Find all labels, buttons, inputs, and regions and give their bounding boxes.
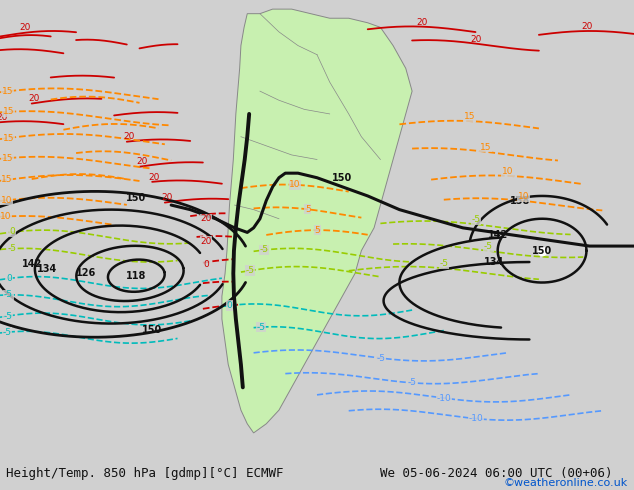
Text: -5: -5	[3, 328, 11, 337]
Text: 20: 20	[416, 18, 427, 26]
Text: -5: -5	[471, 215, 481, 224]
Text: 150: 150	[126, 193, 146, 203]
Text: 20: 20	[200, 237, 212, 246]
Text: 0: 0	[6, 274, 12, 283]
Text: 5: 5	[314, 225, 320, 235]
Text: 20: 20	[136, 157, 147, 166]
Text: -5: -5	[484, 242, 493, 251]
Text: 20: 20	[29, 94, 40, 103]
Polygon shape	[222, 9, 412, 433]
Text: 15: 15	[3, 133, 14, 143]
Text: -5: -5	[257, 322, 266, 332]
Text: 20: 20	[200, 214, 212, 223]
Text: 15: 15	[2, 87, 14, 96]
Text: ©weatheronline.co.uk: ©weatheronline.co.uk	[503, 478, 628, 488]
Text: 5: 5	[305, 205, 311, 214]
Text: -5: -5	[4, 291, 13, 299]
Text: 10: 10	[501, 167, 513, 176]
Text: 142: 142	[22, 259, 42, 270]
Text: -5: -5	[3, 312, 12, 320]
Text: 142: 142	[488, 230, 508, 240]
Text: 118: 118	[126, 270, 146, 281]
Text: 126: 126	[75, 269, 96, 278]
Text: 15: 15	[2, 154, 13, 163]
Text: -5: -5	[8, 244, 16, 253]
Text: -5: -5	[377, 354, 385, 363]
Text: -5: -5	[246, 266, 255, 275]
Text: 10: 10	[1, 196, 12, 205]
Text: 0: 0	[10, 227, 16, 237]
Text: 20: 20	[149, 172, 160, 182]
Text: -5: -5	[439, 259, 449, 268]
Text: 158: 158	[510, 196, 530, 205]
Text: 20: 20	[581, 22, 592, 31]
Text: 20: 20	[123, 132, 134, 142]
Text: 20: 20	[161, 193, 172, 202]
Text: 150: 150	[532, 245, 552, 256]
Text: 0: 0	[227, 301, 233, 310]
Text: -10: -10	[437, 393, 451, 403]
Text: 150: 150	[142, 325, 162, 335]
Text: 15: 15	[1, 175, 13, 184]
Text: We 05-06-2024 06:00 UTC (00+06): We 05-06-2024 06:00 UTC (00+06)	[380, 467, 613, 480]
Text: 15: 15	[3, 107, 15, 116]
Text: 10: 10	[0, 212, 11, 221]
Text: 10: 10	[517, 192, 529, 201]
Text: -5: -5	[408, 378, 417, 388]
Text: 20: 20	[470, 35, 481, 44]
Text: 20: 20	[0, 113, 8, 122]
Text: 15: 15	[463, 112, 475, 121]
Text: 10: 10	[289, 180, 301, 189]
Text: 134: 134	[37, 264, 58, 274]
Text: 15: 15	[479, 143, 491, 151]
Text: -5: -5	[260, 245, 269, 254]
Text: 0: 0	[203, 260, 209, 269]
Text: 134: 134	[484, 257, 505, 267]
Text: 20: 20	[20, 23, 31, 32]
Text: 150: 150	[332, 172, 353, 183]
Text: Height/Temp. 850 hPa [gdmp][°C] ECMWF: Height/Temp. 850 hPa [gdmp][°C] ECMWF	[6, 467, 284, 480]
Text: -10: -10	[469, 414, 483, 423]
